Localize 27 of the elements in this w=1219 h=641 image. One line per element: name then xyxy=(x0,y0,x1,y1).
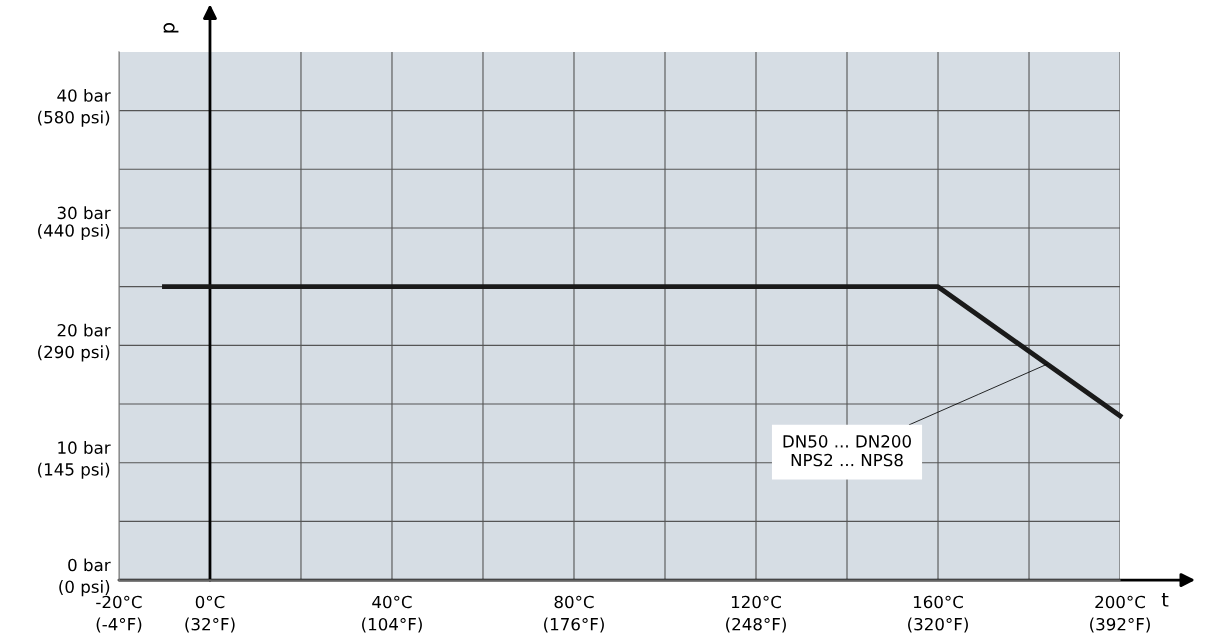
x2-tick-label: (-4°F) xyxy=(96,617,142,633)
x-tick-label: 200°C xyxy=(1095,595,1145,609)
y2-tick-label: (145 psi) xyxy=(38,462,110,479)
y2-tick-label: (440 psi) xyxy=(38,223,110,241)
x2-tick-label: (320°F) xyxy=(908,617,968,633)
y-tick-label: 30 bar xyxy=(57,206,111,220)
y-tick-label: 0 bar xyxy=(68,558,111,572)
x2-tick-label: (32°F) xyxy=(185,617,235,633)
x-tick-label: -20°C xyxy=(96,595,142,609)
x2-tick-label: (248°F) xyxy=(726,617,786,633)
x-tick-label: 0°C xyxy=(195,595,225,609)
x-tick-label: 80°C xyxy=(554,595,594,609)
x-tick-label: 160°C xyxy=(913,595,963,609)
x-tick-label: 120°C xyxy=(731,595,781,609)
y2-tick-label: (290 psi) xyxy=(38,345,110,362)
x2-tick-label: (176°F) xyxy=(544,617,604,633)
annotation: DN50 ... DN200 NPS2 ... NPS8 xyxy=(783,435,911,467)
y2-tick-label: (0 psi) xyxy=(59,580,110,597)
x2-tick-label: (104°F) xyxy=(362,617,422,633)
y-tick-label: 20 bar xyxy=(57,323,111,337)
x-axis-title: t xyxy=(1161,592,1169,607)
y2-tick-label: (580 psi) xyxy=(38,110,110,127)
x2-tick-label: (392°F) xyxy=(1090,617,1150,633)
y-axis-title: p xyxy=(163,23,179,33)
y-tick-label: 40 bar xyxy=(57,88,111,102)
x-tick-label: 40°C xyxy=(372,595,412,609)
y-tick-label: 10 bar xyxy=(58,441,111,454)
